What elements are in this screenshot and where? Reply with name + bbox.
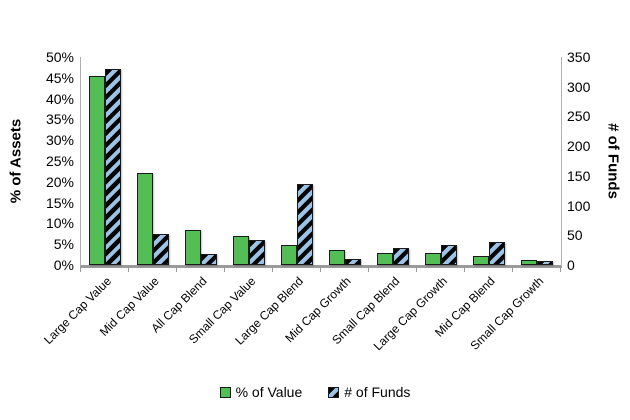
bar-funds-mid-cap-value	[153, 234, 169, 265]
left-tick-15: 15%	[45, 194, 74, 211]
bar-percent-small-cap-blend	[377, 252, 393, 265]
bar-funds-large-cap-blend	[297, 183, 313, 265]
right-axis-title: # of Funds	[604, 123, 622, 199]
hatch-swatch-icon	[328, 386, 340, 398]
right-tick-200: 200	[567, 138, 591, 155]
left-tick-35: 35%	[45, 111, 74, 128]
x-axis-tick-8	[463, 268, 465, 272]
left-tick-20: 20%	[45, 173, 74, 190]
right-tick-50: 50	[567, 227, 583, 244]
legend-item-percent-of-value: % of Value	[219, 384, 303, 400]
bar-funds-small-cap-blend	[393, 248, 409, 265]
x-axis-tick-10	[559, 268, 561, 272]
green-swatch-icon	[219, 386, 231, 398]
x-axis-tick-7	[415, 268, 417, 272]
bar-percent-small-cap-value	[233, 235, 249, 265]
bar-percent-mid-cap-value	[137, 173, 153, 265]
left-tick-30: 30%	[45, 132, 74, 149]
legend: % of Value # of Funds	[0, 384, 630, 400]
right-tick-150: 150	[567, 167, 591, 184]
left-tick-50: 50%	[45, 49, 74, 65]
x-axis-tick-6	[367, 268, 369, 272]
right-tick-350: 350	[567, 49, 591, 65]
bar-funds-all-cap-blend	[201, 254, 217, 265]
x-axis-tick-1	[127, 268, 129, 272]
bar-funds-small-cap-growth	[537, 261, 553, 265]
x-axis-tick-9	[511, 268, 513, 272]
x-axis-tick-4	[271, 268, 273, 272]
bar-percent-mid-cap-blend	[473, 256, 489, 265]
left-tick-40: 40%	[45, 90, 74, 107]
bar-funds-large-cap-growth	[441, 245, 457, 265]
left-tick-45: 45%	[45, 69, 74, 86]
bar-funds-mid-cap-blend	[489, 241, 505, 265]
bar-percent-large-cap-blend	[281, 245, 297, 265]
bar-funds-large-cap-value	[105, 68, 121, 265]
right-tick-300: 300	[567, 78, 591, 95]
left-tick-5: 5%	[53, 236, 74, 253]
legend-item-num-funds: # of Funds	[328, 384, 410, 400]
right-tick-0: 0	[567, 257, 575, 273]
legend-label-num-funds: # of Funds	[344, 384, 411, 400]
bar-percent-large-cap-value	[89, 75, 105, 265]
legend-label-percent-of-value: % of Value	[235, 384, 303, 400]
x-axis-tick-0	[79, 268, 81, 272]
right-tick-250: 250	[567, 108, 591, 125]
bar-percent-small-cap-growth	[521, 260, 537, 265]
right-tick-100: 100	[567, 197, 591, 214]
bar-percent-all-cap-blend	[185, 229, 201, 265]
left-tick-10: 10%	[45, 215, 74, 232]
left-tick-0: 0%	[53, 257, 74, 273]
bar-funds-small-cap-value	[249, 240, 265, 265]
bar-funds-mid-cap-growth	[345, 259, 361, 265]
plot-area	[80, 57, 562, 268]
x-axis-tick-5	[319, 268, 321, 272]
left-tick-25: 25%	[45, 153, 74, 169]
bar-percent-mid-cap-growth	[329, 250, 345, 265]
bar-percent-large-cap-growth	[425, 253, 441, 265]
x-axis-tick-3	[223, 268, 225, 272]
x-axis-tick-2	[175, 268, 177, 272]
